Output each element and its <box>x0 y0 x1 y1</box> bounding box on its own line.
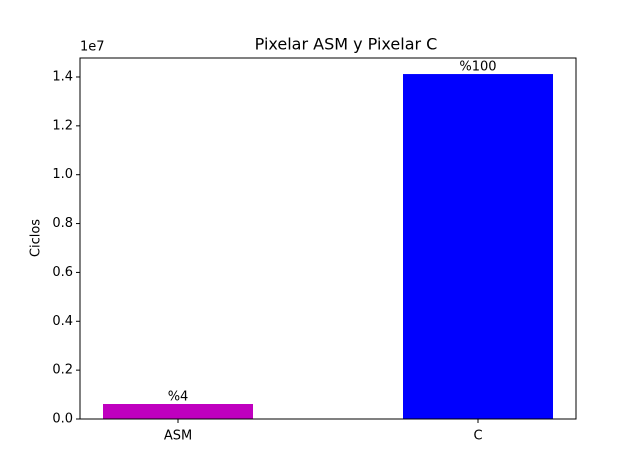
value-label: %100 <box>459 60 496 75</box>
y-tick-label: 1.4 <box>52 69 73 84</box>
bar <box>103 404 253 419</box>
chart-title: Pixelar ASM y Pixelar C <box>255 35 438 54</box>
x-tick-label: ASM <box>164 429 192 444</box>
y-tick-label: 1.0 <box>52 167 73 182</box>
y-offset-label: 1e7 <box>80 40 105 55</box>
bar <box>403 74 553 419</box>
y-tick-label: 0.2 <box>52 363 73 378</box>
y-tick-label: 0.0 <box>52 412 73 427</box>
x-tick-label: C <box>473 429 482 444</box>
y-tick-label: 1.2 <box>52 118 73 133</box>
value-label: %4 <box>168 390 189 405</box>
y-axis-label: Ciclos <box>29 219 44 257</box>
plot-frame <box>79 57 577 420</box>
y-tick-label: 0.4 <box>52 314 73 329</box>
y-tick-label: 0.6 <box>52 265 73 280</box>
y-tick-label: 0.8 <box>52 216 73 231</box>
